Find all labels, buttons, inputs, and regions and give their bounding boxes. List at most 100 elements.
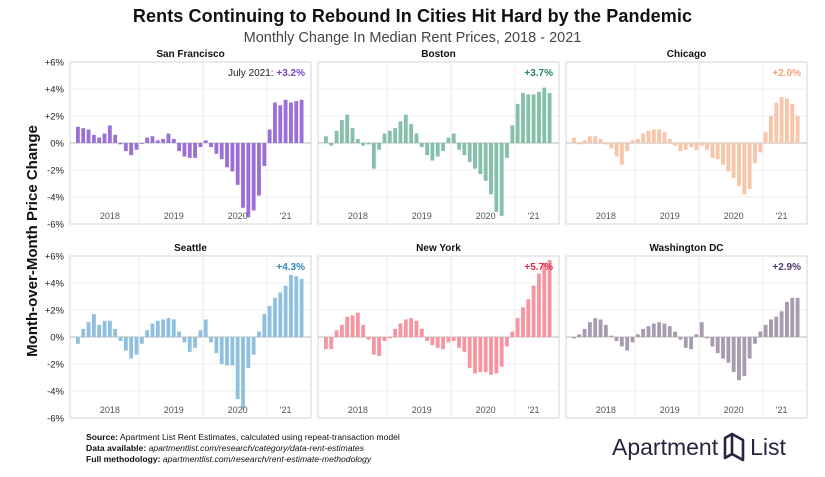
- year-label: 2018: [596, 405, 616, 415]
- bar: [542, 262, 547, 337]
- bar: [731, 143, 736, 179]
- bar: [673, 143, 678, 146]
- year-label: '21: [280, 211, 292, 221]
- bar: [91, 314, 96, 337]
- bar: [257, 143, 261, 196]
- bar: [614, 337, 619, 342]
- bar: [294, 101, 299, 143]
- bar: [187, 143, 192, 158]
- bar: [603, 324, 608, 337]
- year-label: 2019: [412, 211, 432, 221]
- bar: [531, 94, 536, 143]
- bar: [113, 328, 118, 337]
- year-label: 2019: [164, 405, 184, 415]
- bar: [795, 116, 800, 143]
- bar: [230, 143, 235, 172]
- bar: [785, 301, 789, 337]
- bar: [118, 337, 123, 342]
- bar: [86, 129, 91, 143]
- annotation-value: +2.0%: [772, 68, 801, 79]
- bar: [726, 337, 731, 363]
- y-tick-label: -2%: [47, 360, 64, 371]
- panel-annotation: +5.7%: [524, 262, 553, 273]
- bar: [262, 314, 267, 337]
- methodology-label: Full methodology:: [86, 454, 161, 465]
- bar: [76, 337, 80, 344]
- bar: [598, 138, 603, 143]
- annotation-prefix: July 2021:: [228, 68, 276, 79]
- bar: [662, 132, 667, 143]
- bar: [731, 337, 736, 373]
- panel-title: Washington DC: [649, 243, 723, 254]
- year-label: 2020: [724, 211, 744, 221]
- bar: [657, 129, 662, 143]
- bar: [278, 105, 283, 143]
- year-label: 2018: [100, 405, 120, 415]
- data-available-label: Data available:: [86, 443, 147, 454]
- bar: [283, 285, 288, 337]
- bar: [582, 328, 587, 337]
- bar: [587, 136, 592, 143]
- bar: [582, 140, 587, 143]
- bar: [499, 337, 504, 367]
- bar: [489, 143, 493, 195]
- year-label: 2020: [228, 405, 248, 415]
- bar: [715, 337, 720, 354]
- bar: [572, 137, 576, 143]
- bar: [537, 273, 541, 337]
- methodology-line: Full methodology: apartmentlist.com/rese…: [86, 454, 400, 465]
- bar: [689, 143, 693, 148]
- bar: [366, 143, 371, 145]
- annotation-value: +3.7%: [524, 68, 553, 79]
- bar: [161, 319, 166, 337]
- annotation-value: +2.9%: [772, 262, 801, 273]
- bar: [251, 337, 256, 355]
- year-label: 2018: [596, 211, 616, 221]
- bar: [107, 125, 112, 143]
- bar: [209, 337, 213, 343]
- bar: [721, 143, 725, 165]
- bar: [230, 337, 235, 366]
- bar: [441, 337, 445, 350]
- bar: [225, 337, 229, 366]
- bar: [630, 337, 635, 343]
- bar: [467, 337, 472, 369]
- bar: [193, 337, 197, 348]
- bar: [225, 143, 229, 168]
- bar: [537, 91, 541, 143]
- bar: [678, 143, 683, 152]
- bar: [339, 120, 344, 143]
- bar: [118, 143, 123, 145]
- bar: [145, 330, 150, 337]
- bar: [267, 305, 272, 337]
- year-label: 2018: [100, 211, 120, 221]
- bar: [673, 331, 678, 337]
- bar: [683, 337, 688, 348]
- methodology-link[interactable]: apartmentlist.com/research/rent-estimate…: [162, 454, 372, 465]
- bar: [457, 143, 461, 150]
- year-label: 2019: [660, 405, 680, 415]
- bar: [123, 143, 128, 152]
- y-tick-label: +6%: [45, 252, 65, 263]
- bar: [572, 337, 576, 339]
- bar: [219, 143, 224, 160]
- bar: [150, 323, 155, 337]
- bar: [651, 323, 656, 337]
- bar: [774, 102, 779, 143]
- bar: [625, 143, 630, 152]
- bar: [273, 297, 277, 337]
- data-available-link[interactable]: apartmentlist.com/research/category/data…: [148, 443, 364, 454]
- bar: [641, 133, 646, 143]
- bar: [113, 134, 118, 143]
- bar: [155, 320, 160, 337]
- bar: [150, 136, 155, 143]
- year-label: '21: [528, 405, 540, 415]
- bar: [299, 278, 304, 337]
- bar: [209, 143, 213, 148]
- bar: [377, 143, 382, 150]
- bar: [457, 337, 461, 348]
- bar: [683, 143, 688, 150]
- bar: [603, 143, 608, 145]
- bar: [489, 337, 493, 375]
